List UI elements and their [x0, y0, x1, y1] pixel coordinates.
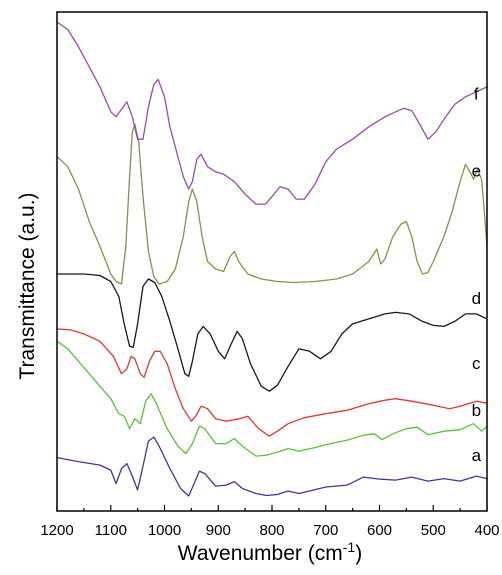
- tick-layer: 1200 1100 1000 900 800 700 600 500 400: [40, 505, 500, 539]
- series-line-f: [56, 21, 488, 205]
- x-axis-title: Wavenumber (cm-1): [178, 539, 362, 565]
- x-axis-title-main: Wavenumber (cm: [178, 542, 343, 565]
- x-tick-label-1000: 1000: [148, 522, 181, 539]
- plot-frame: [56, 11, 488, 512]
- series-line-a: [56, 436, 488, 497]
- x-tick-label-600: 600: [367, 522, 392, 539]
- x-tick-label-1200: 1200: [40, 522, 73, 539]
- series-line-c: [56, 328, 488, 437]
- series-label-a: a: [472, 446, 482, 465]
- series-label-layer: a b c d e f: [472, 84, 482, 465]
- series-label-c: c: [472, 354, 481, 373]
- series-line-b: [56, 340, 488, 457]
- series-label-e: e: [472, 162, 481, 181]
- series-layer: [56, 21, 488, 497]
- x-axis-title-superscript: -1: [343, 539, 356, 555]
- x-tick-label-900: 900: [206, 522, 231, 539]
- series-label-b: b: [472, 401, 481, 420]
- x-tick-label-800: 800: [259, 522, 284, 539]
- series-line-d: [56, 273, 488, 392]
- x-tick-label-700: 700: [313, 522, 338, 539]
- x-tick-label-1100: 1100: [95, 522, 127, 539]
- x-tick-label-400: 400: [474, 522, 499, 539]
- x-axis-title-suffix: ): [355, 542, 362, 565]
- y-axis-title: Transmittance (a.u.): [16, 192, 39, 379]
- series-label-d: d: [472, 289, 481, 308]
- series-line-e: [56, 123, 488, 285]
- series-label-f: f: [474, 84, 479, 103]
- x-tick-label-500: 500: [421, 522, 446, 539]
